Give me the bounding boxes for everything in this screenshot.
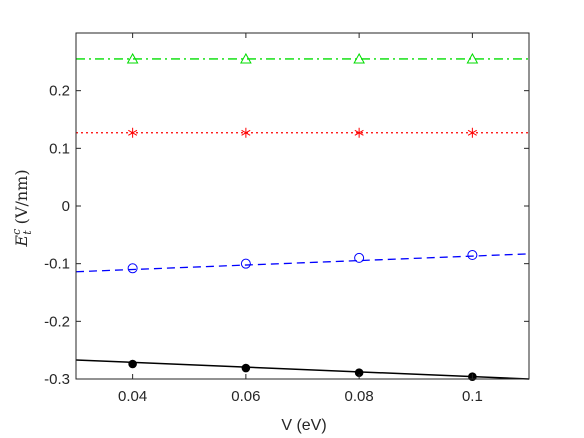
series-4-point (128, 359, 137, 369)
series-1-point (240, 52, 252, 64)
series-3-fit-line (75, 253, 530, 273)
x-tick-label: 0.1 (462, 388, 483, 405)
y-axis-label-symbol: E (12, 235, 31, 248)
y-tick-label: -0.3 (44, 371, 70, 388)
x-tick-label: 0.08 (345, 388, 374, 405)
series-3-point (467, 250, 478, 261)
y-tick-label: 0.2 (49, 83, 70, 100)
plot-area (75, 52, 530, 381)
series-1-point (353, 52, 365, 64)
y-axis-label: Ect (V/nm) (10, 169, 34, 247)
series-1-point (466, 52, 479, 64)
x-tick-label: 0.04 (118, 388, 147, 405)
series-3-point (354, 252, 365, 263)
series-2-point (128, 127, 138, 138)
series-1-point (126, 52, 139, 64)
x-axis-label: V (eV) (281, 417, 326, 434)
svg-text:Ect(V/nm): Ect (V/nm) (10, 169, 34, 247)
y-axis-label-superscript: c (10, 229, 23, 235)
x-tick-label: 0.06 (231, 388, 260, 405)
series-2-point (354, 127, 364, 138)
y-tick-label: 0 (62, 198, 70, 215)
y-tick-label: -0.2 (44, 313, 70, 330)
series-2-point (467, 127, 477, 138)
series-4-fit-line (75, 359, 530, 380)
y-axis-label-unit: (V/nm) (12, 169, 31, 224)
series-3-point (240, 258, 251, 269)
series-3-point (127, 263, 138, 274)
series-2-point (241, 127, 251, 138)
series-4-point (241, 363, 251, 373)
y-axis: -0.3 -0.2 -0.1 0 0.1 0.2 (44, 83, 529, 388)
plot-frame (75, 32, 530, 380)
x-axis: 0.04 0.06 0.08 0.1 (118, 33, 483, 405)
y-tick-label: -0.1 (44, 256, 70, 273)
y-tick-label: 0.1 (49, 140, 70, 157)
y-axis-label-subscript: t (21, 230, 34, 235)
